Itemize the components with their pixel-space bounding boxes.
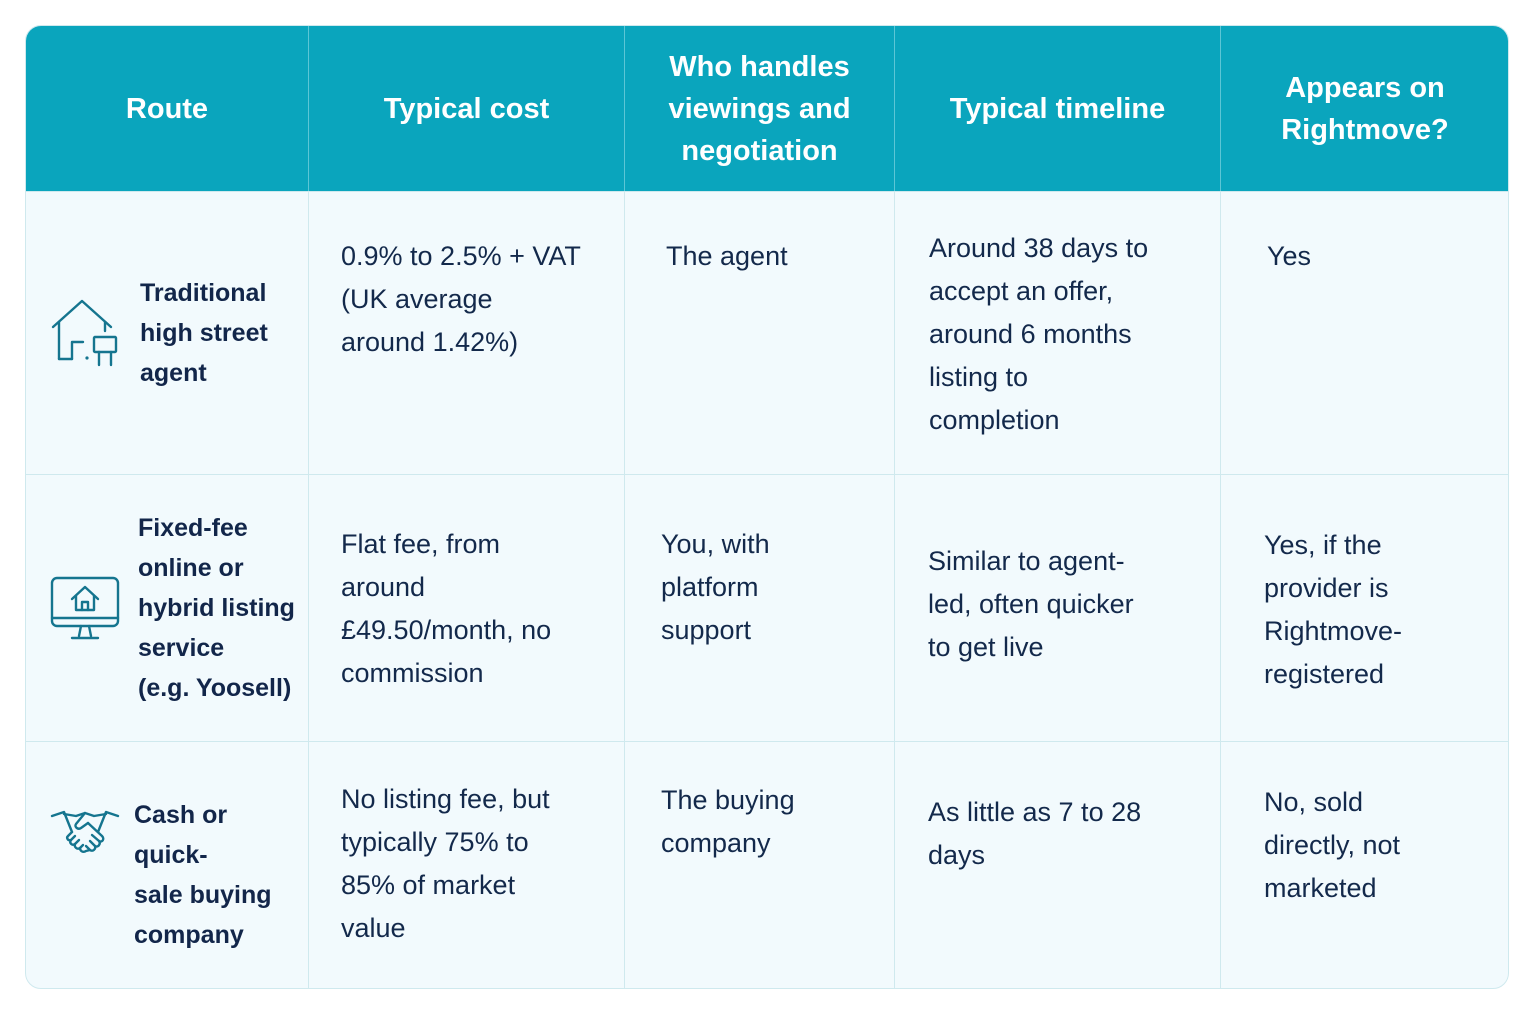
row-2-timeline: Similar to agent- led, often quicker to … [928, 546, 1134, 662]
row-2-route-cell: Fixed-fee online or hybrid listing servi… [26, 474, 309, 741]
header-typical-cost: Typical cost [309, 26, 625, 191]
row-1-rightmove: Yes [1267, 241, 1312, 271]
row-3-rightmove-cell: No, sold directly, not marketed [1221, 741, 1508, 988]
row-2-rightmove-cell: Yes, if the provider is Rightmove- regis… [1221, 474, 1508, 741]
monitor-house-icon [50, 572, 120, 644]
row-1-cost-cell: 0.9% to 2.5% + VAT (UK average around 1.… [309, 191, 625, 474]
header-route-label: Route [125, 92, 209, 125]
house-with-sign-icon [50, 297, 120, 369]
row-2-timeline-cell: Similar to agent- led, often quicker to … [895, 474, 1221, 741]
row-3-cost: No listing fee, but typically 75% to 85%… [341, 784, 550, 943]
row-1-who: The agent [666, 241, 788, 271]
row-3-rightmove: No, sold directly, not marketed [1264, 787, 1401, 903]
row-3-who-cell: The buying company [625, 741, 895, 988]
row-1-route-cell: Traditional high street agent [26, 191, 309, 474]
row-3-timeline-cell: As little as 7 to 28 days [895, 741, 1221, 988]
row-3-route-cell: Cash or quick- sale buying company [26, 741, 309, 988]
row-1-cost: 0.9% to 2.5% + VAT (UK average around 1.… [341, 241, 581, 357]
row-2-who-cell: You, with platform support [625, 474, 895, 741]
handshake-icon [50, 808, 120, 864]
header-typical-timeline: Typical timeline [895, 26, 1221, 191]
header-who-handles: Who handles viewings and negotiation [625, 26, 895, 191]
row-1-rightmove-cell: Yes [1221, 191, 1508, 474]
comparison-table: Route Typical cost Who handles viewings … [25, 25, 1509, 989]
route-traditional-agent: Traditional high street agent [140, 279, 268, 387]
row-1-timeline: Around 38 days to accept an offer, aroun… [929, 233, 1149, 435]
header-appears-on-rightmove: Appears on Rightmove? [1221, 26, 1508, 191]
header-typical-cost-label: Typical cost [383, 92, 550, 125]
route-cash-buying-company: Cash or quick- sale buying company [134, 801, 272, 949]
row-3-timeline: As little as 7 to 28 days [928, 797, 1142, 870]
row-2-who: You, with platform support [661, 529, 770, 645]
header-typical-timeline-label: Typical timeline [949, 92, 1166, 125]
row-3-who: The buying company [661, 785, 795, 858]
header-appears-on-rightmove-label: Appears on Rightmove? [1281, 71, 1449, 146]
row-1-who-cell: The agent [625, 191, 895, 474]
row-1-timeline-cell: Around 38 days to accept an offer, aroun… [895, 191, 1221, 474]
row-2-cost: Flat fee, from around £49.50/month, no c… [341, 529, 552, 688]
header-route: Route [26, 26, 309, 191]
row-2-rightmove: Yes, if the provider is Rightmove- regis… [1264, 530, 1403, 689]
route-fixed-fee-online: Fixed-fee online or hybrid listing servi… [138, 514, 295, 702]
header-who-handles-label: Who handles viewings and negotiation [668, 50, 851, 167]
row-3-cost-cell: No listing fee, but typically 75% to 85%… [309, 741, 625, 988]
row-2-cost-cell: Flat fee, from around £49.50/month, no c… [309, 474, 625, 741]
